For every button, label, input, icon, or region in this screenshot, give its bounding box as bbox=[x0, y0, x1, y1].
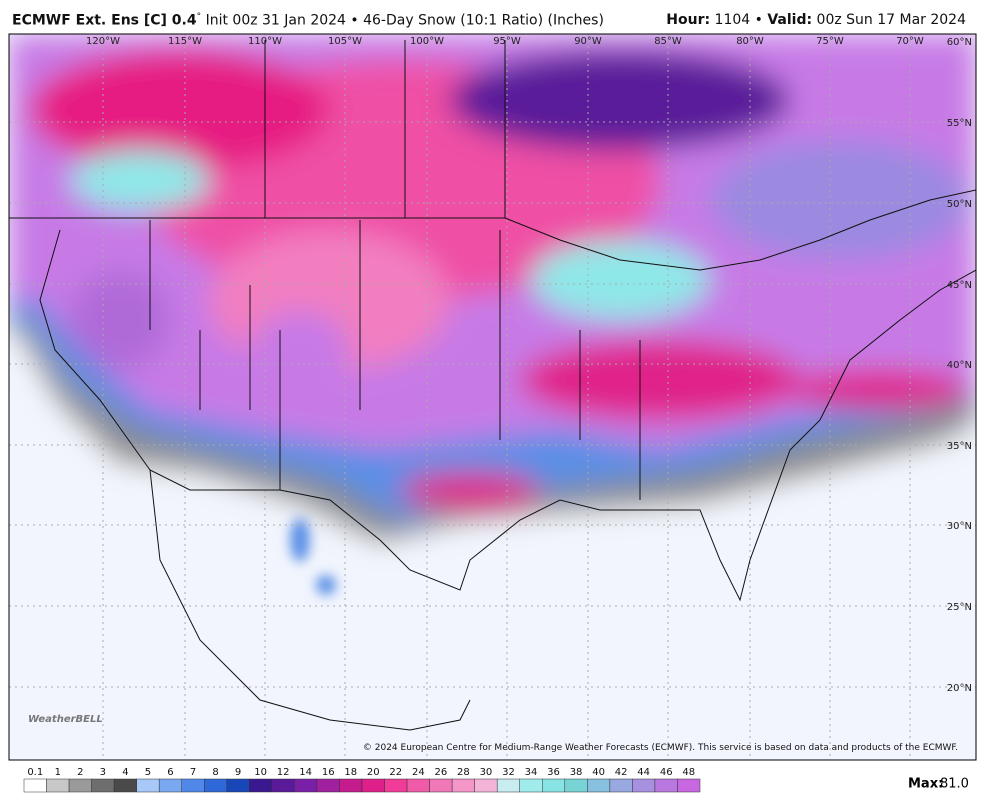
colorbar-label: 3 bbox=[100, 767, 106, 778]
colorbar-swatch bbox=[294, 778, 318, 793]
colorbar-label: 16 bbox=[322, 767, 335, 778]
colorbar-swatch bbox=[677, 778, 701, 793]
colorbar-swatch bbox=[429, 778, 453, 793]
latitude-label: 25°N bbox=[947, 602, 972, 613]
longitude-label: 105°W bbox=[328, 36, 362, 47]
colorbar-label: 42 bbox=[615, 767, 628, 778]
colorbar-swatch bbox=[384, 778, 408, 793]
colorbar-label: 38 bbox=[570, 767, 583, 778]
degree: ° bbox=[196, 12, 202, 22]
colorbar-label: 4 bbox=[122, 767, 128, 778]
colorbar-label: 5 bbox=[145, 767, 151, 778]
colorbar-label: 48 bbox=[682, 767, 695, 778]
latitude-label: 50°N bbox=[947, 199, 972, 210]
logo: WeatherBELL bbox=[28, 714, 103, 725]
colorbar-label: 30 bbox=[480, 767, 493, 778]
longitude-label: 120°W bbox=[86, 36, 120, 47]
map-frame bbox=[8, 33, 977, 761]
colorbar-swatch bbox=[632, 778, 656, 793]
boundaries bbox=[9, 40, 976, 731]
colorbar-swatch bbox=[249, 778, 273, 793]
valid-info: Hour: 1104 • Valid: 00z Sun 17 Mar 2024 bbox=[666, 12, 966, 28]
colorbar-label: 26 bbox=[434, 767, 447, 778]
model: ECMWF Ext. Ens [C] 0.4 bbox=[12, 12, 197, 29]
colorbar-label: 22 bbox=[389, 767, 402, 778]
colorbar-swatch bbox=[91, 778, 115, 793]
colorbar-swatch bbox=[113, 778, 137, 793]
colorbar-swatch bbox=[46, 778, 70, 793]
latitude-label: 20°N bbox=[947, 683, 972, 694]
snow-field bbox=[9, 34, 976, 760]
colorbar-swatch bbox=[564, 778, 588, 793]
colorbar-swatch bbox=[136, 778, 160, 793]
colorbar-label: 20 bbox=[367, 767, 380, 778]
colorbar-swatch bbox=[406, 778, 430, 793]
max-label: Max: bbox=[908, 777, 943, 792]
colorbar-swatch bbox=[158, 778, 182, 793]
colorbar-label: 2 bbox=[77, 767, 83, 778]
colorbar-label: 10 bbox=[254, 767, 267, 778]
colorbar-label: 24 bbox=[412, 767, 425, 778]
colorbar-label: 28 bbox=[457, 767, 470, 778]
title: ECMWF Ext. Ens [C] 0.4° Init 00z 31 Jan … bbox=[12, 12, 604, 29]
longitude-label: 95°W bbox=[493, 36, 521, 47]
colorbar-label: 46 bbox=[660, 767, 673, 778]
longitude-label: 80°W bbox=[736, 36, 764, 47]
longitude-label: 100°W bbox=[410, 36, 444, 47]
colorbar-swatch bbox=[609, 778, 633, 793]
longitude-label: 70°W bbox=[896, 36, 924, 47]
latitude-label: 45°N bbox=[947, 280, 972, 291]
colorbar-label: 32 bbox=[502, 767, 515, 778]
colorbar-swatch bbox=[474, 778, 498, 793]
colorbar-label: 12 bbox=[277, 767, 290, 778]
colorbar-label: 7 bbox=[190, 767, 196, 778]
colorbar-swatch bbox=[68, 778, 92, 793]
colorbar-swatch bbox=[316, 778, 340, 793]
colorbar-swatch bbox=[496, 778, 520, 793]
colorbar-swatch bbox=[339, 778, 363, 793]
colorbar-swatch bbox=[271, 778, 295, 793]
latitude-label: 30°N bbox=[947, 521, 972, 532]
max-value: 81.0 bbox=[940, 777, 969, 792]
colorbar-swatch bbox=[23, 778, 47, 793]
colorbar-label: 44 bbox=[637, 767, 650, 778]
latitude-label: 35°N bbox=[947, 441, 972, 452]
colorbar-swatch bbox=[542, 778, 566, 793]
description: Init 00z 31 Jan 2024 • 46-Day Snow (10:1… bbox=[205, 12, 604, 29]
valid: 00z Sun 17 Mar 2024 bbox=[816, 12, 966, 28]
longitude-label: 85°W bbox=[654, 36, 682, 47]
longitude-label: 115°W bbox=[168, 36, 202, 47]
colorbar-swatch bbox=[654, 778, 678, 793]
colorbar-label: 9 bbox=[235, 767, 241, 778]
longitude-label: 110°W bbox=[248, 36, 282, 47]
colorbar-swatch bbox=[361, 778, 385, 793]
colorbar-swatch bbox=[587, 778, 611, 793]
colorbar-swatch bbox=[451, 778, 475, 793]
colorbar-label: 8 bbox=[212, 767, 218, 778]
latitude-label: 60°N bbox=[947, 37, 972, 48]
colorbar-label: 40 bbox=[592, 767, 605, 778]
colorbar-label: 1 bbox=[55, 767, 61, 778]
longitude-label: 75°W bbox=[816, 36, 844, 47]
colorbar-swatch bbox=[519, 778, 543, 793]
colorbar-swatch bbox=[204, 778, 228, 793]
colorbar-label: 18 bbox=[344, 767, 357, 778]
colorbar-label: 6 bbox=[167, 767, 173, 778]
colorbar-swatch bbox=[226, 778, 250, 793]
colorbar-label: 0.1 bbox=[27, 767, 43, 778]
longitude-label: 90°W bbox=[574, 36, 602, 47]
copyright: © 2024 European Centre for Medium-Range … bbox=[363, 743, 958, 753]
colorbar-label: 34 bbox=[525, 767, 538, 778]
latitude-label: 40°N bbox=[947, 360, 972, 371]
hour: 1104 bbox=[714, 12, 751, 28]
hour-label: Hour: bbox=[666, 12, 711, 28]
valid-label: Valid: bbox=[767, 12, 813, 28]
latitude-label: 55°N bbox=[947, 118, 972, 129]
colorbar-swatch bbox=[181, 778, 205, 793]
colorbar-label: 14 bbox=[299, 767, 312, 778]
colorbar-label: 36 bbox=[547, 767, 560, 778]
